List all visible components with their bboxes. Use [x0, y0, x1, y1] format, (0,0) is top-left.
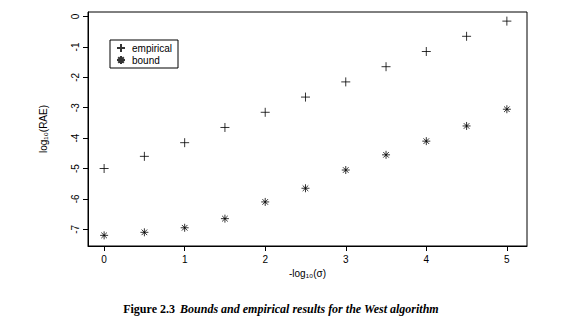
svg-text:Figure 2.3: Figure 2.3: [123, 302, 175, 316]
svg-text:1: 1: [182, 254, 188, 265]
svg-text:bound: bound: [132, 55, 160, 66]
svg-text:-5: -5: [70, 164, 81, 173]
svg-text:-2: -2: [70, 72, 81, 81]
svg-text:2: 2: [262, 254, 268, 265]
svg-text:log₁₀(RAE): log₁₀(RAE): [38, 105, 49, 153]
svg-text:5: 5: [504, 254, 510, 265]
svg-text:-6: -6: [70, 194, 81, 203]
svg-text:-7: -7: [70, 224, 81, 233]
svg-text:0: 0: [101, 254, 107, 265]
svg-text:Bounds and empirical results f: Bounds and empirical results for the Wes…: [179, 302, 439, 316]
svg-text:-1: -1: [70, 42, 81, 51]
svg-text:empirical: empirical: [132, 43, 172, 54]
svg-text:-log₁₀(σ): -log₁₀(σ): [289, 268, 326, 279]
svg-text:-3: -3: [70, 103, 81, 112]
svg-text:-4: -4: [70, 133, 81, 142]
svg-text:0: 0: [70, 13, 81, 19]
svg-text:4: 4: [424, 254, 430, 265]
svg-text:3: 3: [343, 254, 349, 265]
